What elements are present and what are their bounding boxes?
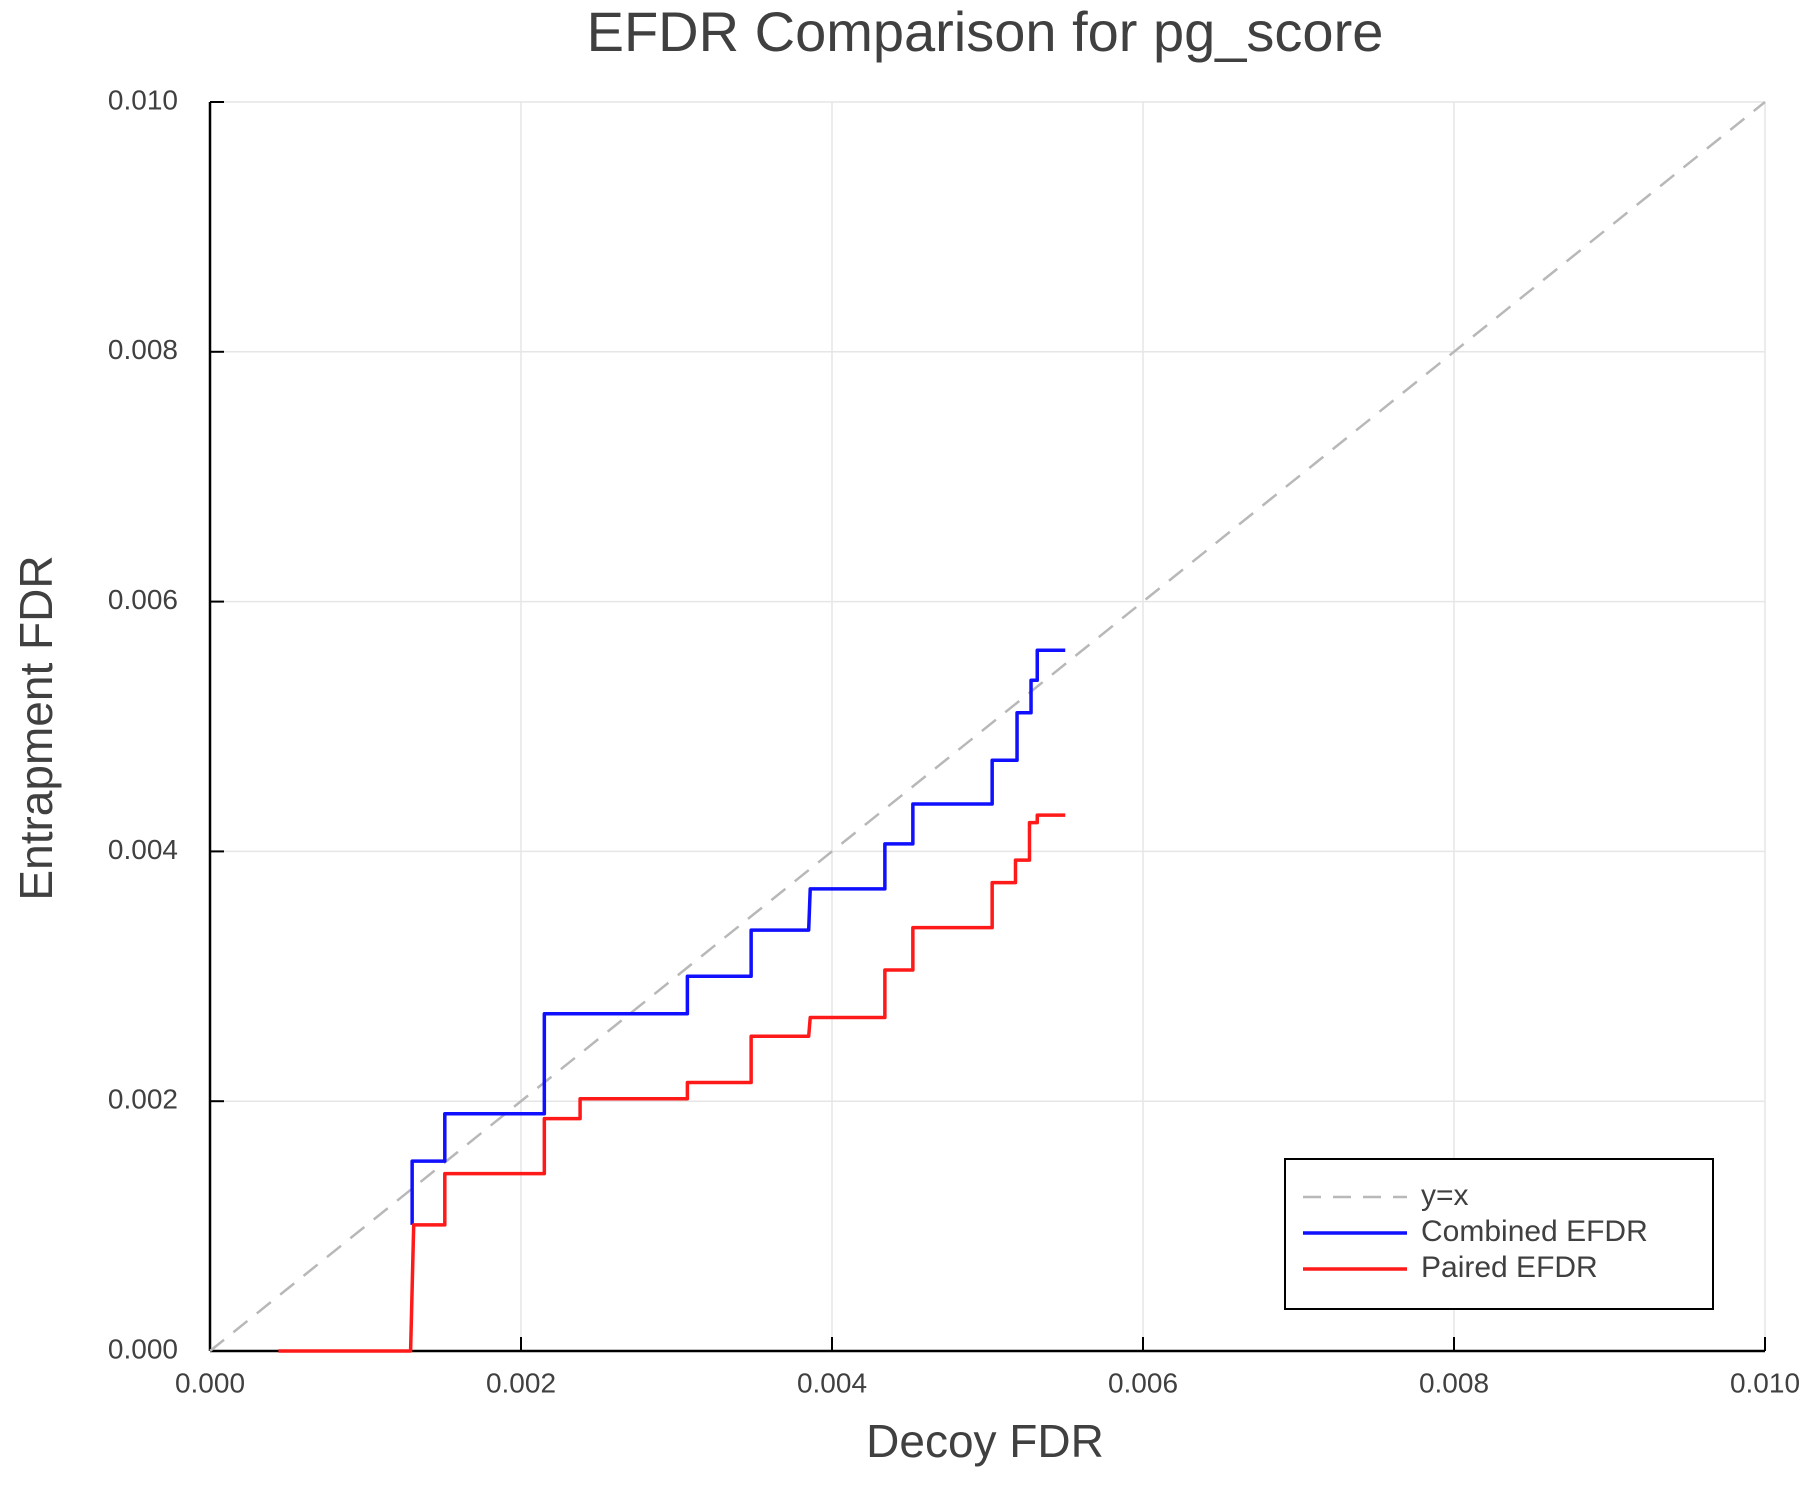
x-axis-label: Decoy FDR xyxy=(866,1415,1104,1467)
y-axis-label: Entrapment FDR xyxy=(10,555,62,900)
legend-label: Paired EFDR xyxy=(1421,1251,1598,1284)
x-tick-label: 0.000 xyxy=(175,1367,245,1398)
data-line xyxy=(410,648,1066,1225)
data-line xyxy=(209,101,1766,1352)
y-tick-label: 0.002 xyxy=(108,1084,178,1115)
y-tick-label: 0.006 xyxy=(108,584,178,615)
legend-label: y=x xyxy=(1421,1179,1469,1212)
y-tick-label: 0.010 xyxy=(108,84,178,115)
x-tick-label: 0.010 xyxy=(1730,1367,1800,1398)
x-tick-label: 0.004 xyxy=(797,1367,867,1398)
data-line xyxy=(278,813,1066,1353)
chart-title: EFDR Comparison for pg_score xyxy=(587,0,1384,63)
legend-label: Combined EFDR xyxy=(1421,1215,1648,1248)
x-tick-label: 0.006 xyxy=(1108,1367,1178,1398)
x-tick-label: 0.002 xyxy=(486,1367,556,1398)
y-tick-label: 0.004 xyxy=(108,834,178,865)
y-tick-label: 0.000 xyxy=(108,1333,178,1364)
y-tick-label: 0.008 xyxy=(108,334,178,365)
x-tick-label: 0.008 xyxy=(1419,1367,1489,1398)
